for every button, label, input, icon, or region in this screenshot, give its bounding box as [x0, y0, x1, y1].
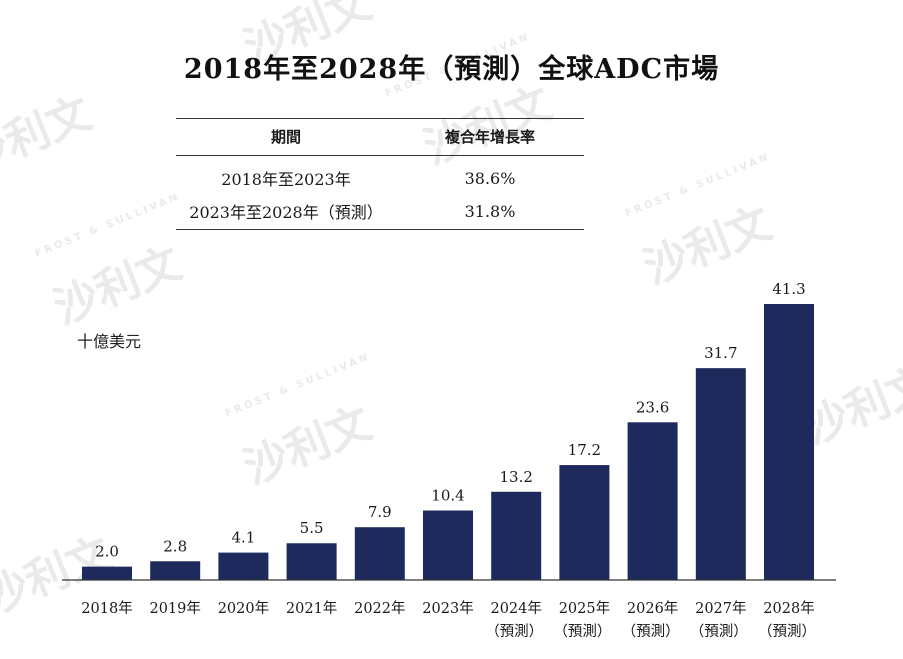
data-label: 17.2: [568, 441, 601, 459]
table-header-period: 期間: [176, 118, 396, 156]
x-tick-label: 2026年: [627, 600, 678, 617]
data-label: 2.0: [95, 543, 119, 561]
x-tick-label: 2024年: [490, 600, 541, 617]
data-label: 5.5: [300, 519, 324, 537]
table-cell-cagr: 38.6%: [464, 168, 516, 188]
x-tick-note: （預測）: [690, 623, 748, 640]
chart-title: 2018年至2028年（預測）全球ADC市場: [183, 54, 720, 85]
x-tick-label: 2027年: [695, 600, 746, 617]
x-tick-note: （預測）: [553, 623, 611, 640]
bar-2026年: [627, 422, 678, 580]
bar-2018年: [82, 566, 132, 580]
bar-2022年: [354, 527, 405, 580]
bar-2025年: [559, 465, 610, 580]
x-tick-label: 2025年: [559, 600, 610, 617]
table-row: 2018年至2023年 38.6%: [176, 156, 584, 195]
x-tick-note: （預測）: [758, 623, 816, 640]
table-cell-cagr: 31.8%: [396, 194, 584, 230]
cagr-table: 期間 複合年增長率 2018年至2023年 38.6% 2023年至2028年（…: [176, 118, 584, 230]
table-header-cagr: 複合年增長率: [396, 118, 584, 156]
data-label: 2.8: [163, 537, 187, 555]
x-tick-label: 2023年: [422, 600, 473, 617]
bar-2024年: [491, 491, 542, 580]
labels-layer: 2.0 2018年 2.8 2019年 4.1 2020年 5.5 2021年 7.9 2022年…: [81, 280, 816, 640]
x-tick-label: 2018年: [81, 600, 132, 617]
table-header-row: 期間 複合年增長率: [176, 118, 584, 156]
table-cell-period: 2023年至2028年（預測）: [176, 194, 396, 230]
bar-2021年: [286, 543, 337, 580]
bar-2019年: [150, 561, 201, 580]
y-axis-label: 十億美元: [77, 332, 142, 351]
bar-2023年: [423, 510, 473, 580]
x-tick-label: 2022年: [354, 600, 405, 617]
bar-2027年: [695, 368, 746, 580]
data-label: 23.6: [636, 398, 669, 416]
data-label: 13.2: [499, 468, 532, 486]
bar-2020年: [218, 552, 269, 580]
table-row: 2023年至2028年（預測） 31.8%: [176, 194, 584, 230]
data-label: 31.7: [704, 344, 737, 362]
bars-layer: [82, 304, 814, 580]
data-label: 10.4: [431, 486, 464, 504]
data-label: 41.3: [772, 280, 805, 298]
data-label: 4.1: [231, 529, 255, 547]
bar-2028年: [764, 304, 814, 580]
x-tick-label: 2028年: [763, 600, 814, 617]
x-tick-label: 2019年: [149, 600, 200, 617]
x-tick-note: （預測）: [485, 623, 543, 640]
table-cell-period: 2018年至2023年: [221, 170, 351, 189]
x-tick-label: 2021年: [286, 600, 337, 617]
data-label: 7.9: [368, 503, 392, 521]
x-tick-label: 2020年: [218, 600, 269, 617]
x-tick-note: （預測）: [622, 623, 680, 640]
